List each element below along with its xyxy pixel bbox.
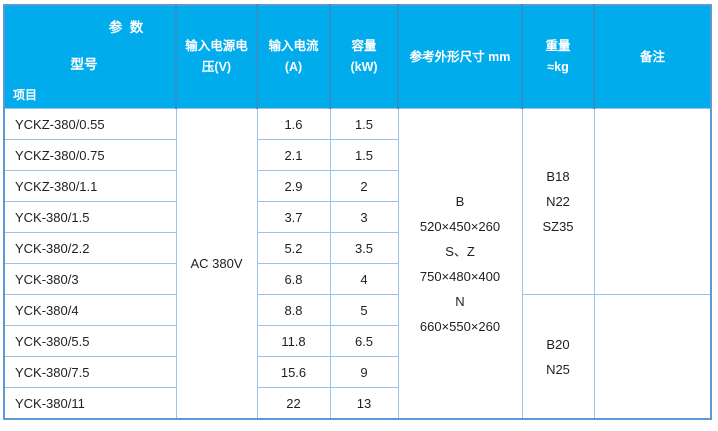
col-header-weight: 重量 ≈kg [521,5,594,109]
dimensions-line: 750×480×400 [419,268,501,284]
weight-line: N25 [546,361,570,377]
capacity-cell: 13 [329,387,399,420]
col-header-capacity-line2: (kW) [350,60,378,74]
dimensions-line: S、Z [445,243,475,259]
model-cell: YCKZ-380/0.75 [3,139,177,171]
corner-box: 参 数 型号 项目 [5,6,175,108]
col-header-weight-line2: ≈kg [547,60,569,74]
capacity-cell: 3.5 [329,232,399,264]
voltage-merged-cell: AC 380V [175,108,258,420]
col-header-voltage-line1: 输入电源电 [185,39,248,53]
model-label: 型号 [70,57,98,72]
dimensions-line: 520×450×260 [419,218,501,234]
weight-line: SZ35 [542,219,574,234]
weight-line: B18 [546,169,570,184]
current-cell: 8.8 [256,294,331,326]
table-row: YCK-380/11 22 13 [3,387,711,420]
model-cell: YCKZ-380/1.1 [3,170,177,202]
weight-line: B20 [546,336,570,352]
capacity-cell: 9 [329,356,399,388]
col-header-weight-line1: 重量 [545,39,571,53]
col-header-voltage: 输入电源电 压(V) [175,5,257,109]
table-row: YCK-380/7.5 15.6 9 [3,356,711,388]
dimensions-line: N [455,293,465,309]
header-row: 参 数 型号 项目 输入电源电 压(V) 输入电流 (A) 容量 (kW) 参考… [4,5,711,109]
table-row: YCKZ-380/0.55 AC 380V 1.6 1.5 B 520×450×… [3,108,712,420]
model-cell: YCK-380/2.2 [3,232,177,264]
model-cell: YCK-380/7.5 [3,356,177,388]
current-cell: 11.8 [256,325,331,357]
current-cell: 2.1 [256,139,331,171]
capacity-cell: 6.5 [329,325,399,357]
table-row: YCK-380/4 8.8 5 B20 N25 [3,294,712,420]
spec-table: 参 数 型号 项目 输入电源电 压(V) 输入电流 (A) 容量 (kW) 参考… [3,4,712,420]
model-cell: YCK-380/4 [3,294,177,326]
model-cell: YCKZ-380/0.55 [3,108,177,140]
col-header-current-line1: 输入电流 [268,39,319,53]
current-cell: 15.6 [256,356,331,388]
model-cell: YCK-380/1.5 [3,201,177,233]
capacity-cell: 4 [329,263,399,295]
model-cell: YCK-380/3 [3,263,177,295]
current-cell: 3.7 [256,201,331,233]
col-header-remarks: 备注 [593,5,711,109]
current-cell: 1.6 [256,108,331,140]
current-cell: 2.9 [256,170,331,202]
capacity-cell: 3 [329,201,399,233]
col-header-capacity: 容量 (kW) [329,5,398,109]
current-cell: 22 [256,387,331,420]
current-cell: 6.8 [256,263,331,295]
col-header-dimensions: 参考外形尺寸 mm [397,5,522,109]
weight-top-cell: B18 N22 SZ35 [521,108,595,295]
capacity-cell: 5 [329,294,399,326]
table-row: YCK-380/2.2 5.2 3.5 [3,232,711,264]
header-corner-cell: 参 数 型号 项目 [4,5,176,109]
remarks-bottom-cell [593,294,712,420]
current-cell: 5.2 [256,232,331,264]
table-row: YCK-380/5.5 11.8 6.5 [3,325,711,357]
col-header-remarks-line1: 备注 [639,49,665,64]
capacity-cell: 1.5 [329,139,399,171]
col-header-voltage-line2: 压(V) [201,60,232,74]
weight-line: N22 [546,194,570,209]
table-row: YCK-380/1.5 3.7 3 [3,201,711,233]
col-header-current: 输入电流 (A) [256,5,330,109]
weight-bottom-cell: B20 N25 [521,294,595,420]
dimensions-cell: B 520×450×260 S、Z 750×480×400 N 660×550×… [397,108,523,420]
model-cell: YCK-380/11 [3,387,177,420]
capacity-cell: 2 [329,170,399,202]
param-label: 参 数 [108,20,144,35]
item-label: 项目 [13,88,38,102]
col-header-capacity-line1: 容量 [351,39,377,53]
col-header-dimensions-line1: 参考外形尺寸 mm [409,49,511,64]
dimensions-line: B [455,193,465,209]
capacity-cell: 1.5 [329,108,399,140]
col-header-current-line2: (A) [284,60,303,74]
model-cell: YCK-380/5.5 [3,325,177,357]
dimensions-line: 660×550×260 [419,318,501,334]
remarks-top-cell [593,108,712,295]
